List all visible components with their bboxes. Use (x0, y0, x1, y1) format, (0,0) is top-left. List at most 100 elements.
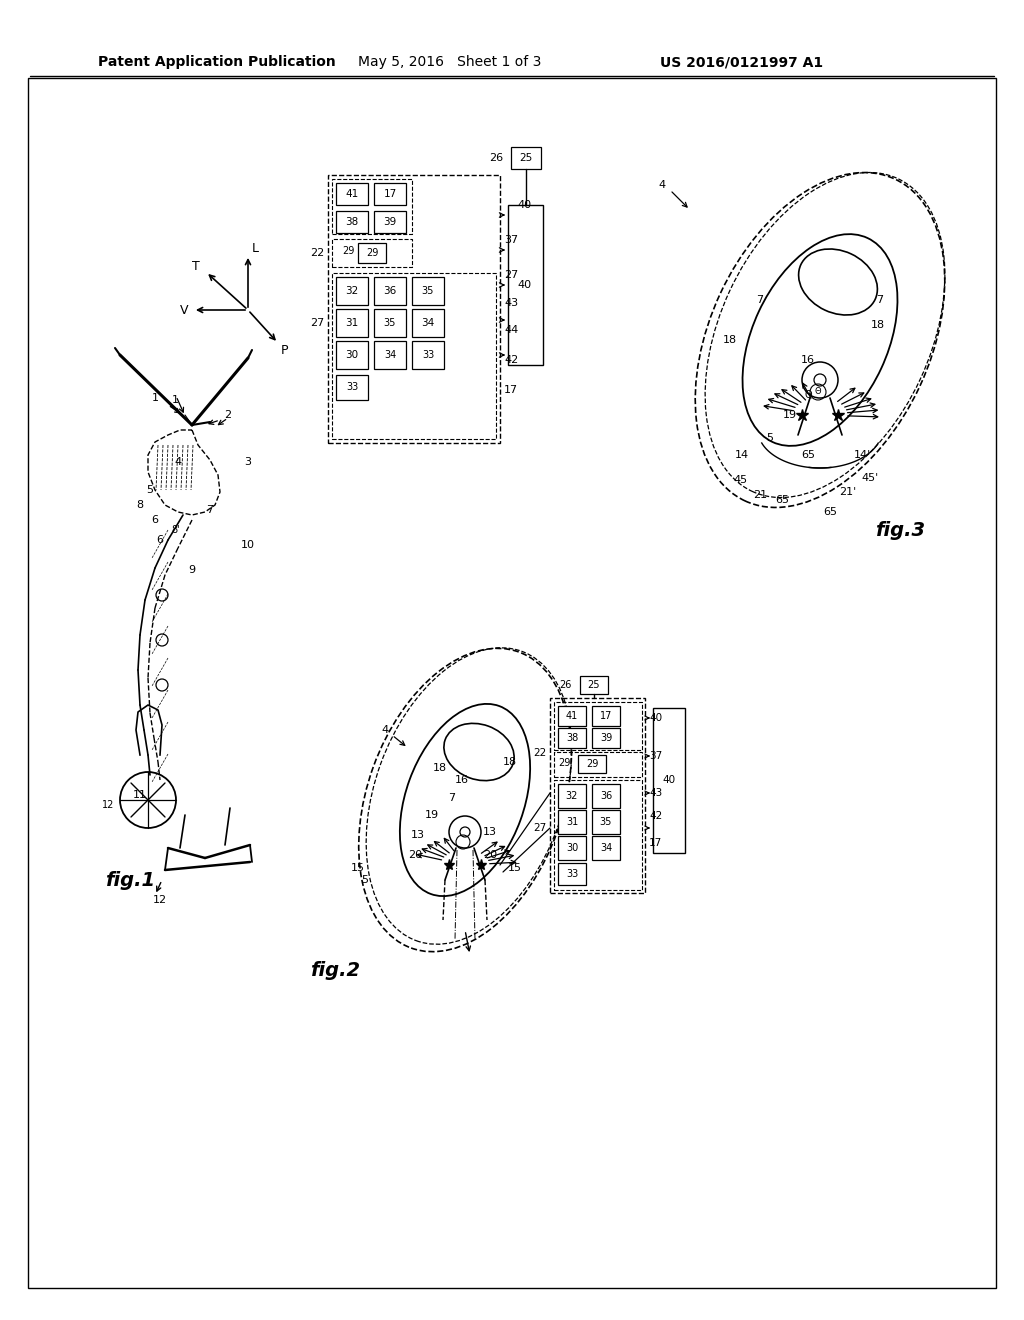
Text: 31: 31 (345, 318, 358, 327)
Bar (558, 863, 586, 884)
Text: 12: 12 (101, 800, 115, 810)
Bar (558, 706, 586, 726)
Text: 39: 39 (600, 733, 612, 743)
Text: 36: 36 (600, 791, 612, 801)
Text: 15: 15 (508, 863, 522, 873)
Text: 40: 40 (663, 775, 676, 785)
Text: fig.1: fig.1 (105, 870, 155, 890)
Text: 41: 41 (345, 189, 358, 199)
Text: 21': 21' (840, 487, 857, 498)
Text: 2: 2 (224, 411, 231, 420)
Text: 17: 17 (600, 711, 612, 721)
Text: 32: 32 (345, 286, 358, 296)
Bar (374, 183, 406, 205)
Bar (336, 341, 368, 370)
Text: 43: 43 (504, 298, 518, 308)
Bar (332, 273, 496, 440)
Text: 40: 40 (518, 280, 532, 290)
Bar (328, 176, 500, 444)
Text: 26: 26 (560, 680, 572, 690)
Bar (374, 277, 406, 305)
Bar (592, 810, 620, 834)
Text: 10: 10 (241, 540, 255, 550)
Bar (592, 836, 620, 861)
Text: fig.2: fig.2 (310, 961, 360, 979)
Bar (336, 375, 368, 400)
Text: 33: 33 (346, 383, 358, 392)
Bar (558, 810, 586, 834)
Text: 37: 37 (649, 751, 663, 762)
Text: 41: 41 (566, 711, 579, 721)
Bar (412, 309, 444, 337)
Text: P: P (281, 343, 288, 356)
Bar (592, 706, 620, 726)
Bar (578, 755, 606, 774)
Text: 29: 29 (558, 758, 570, 768)
Text: 13: 13 (483, 828, 497, 837)
Bar (336, 309, 368, 337)
Bar (374, 309, 406, 337)
Bar (332, 239, 412, 267)
Text: 14': 14' (853, 450, 870, 459)
Text: 17: 17 (383, 189, 396, 199)
Text: 34: 34 (384, 350, 396, 360)
Text: 5: 5 (767, 433, 773, 444)
Text: 35: 35 (384, 318, 396, 327)
Text: 32: 32 (566, 791, 579, 801)
Text: 27: 27 (504, 271, 518, 280)
Text: 1: 1 (171, 395, 178, 405)
Bar (554, 702, 642, 750)
Text: 29: 29 (366, 248, 378, 257)
Text: 26: 26 (488, 153, 503, 162)
Bar (592, 784, 620, 808)
Text: 8': 8' (172, 525, 180, 535)
Bar (554, 780, 642, 890)
Text: T: T (193, 260, 200, 272)
Bar (550, 698, 645, 894)
Bar (412, 277, 444, 305)
Text: 7: 7 (877, 294, 884, 305)
Text: 19: 19 (425, 810, 439, 820)
Bar (412, 341, 444, 370)
Text: 5: 5 (146, 484, 154, 495)
Bar (653, 708, 685, 853)
Text: Patent Application Publication: Patent Application Publication (98, 55, 336, 69)
Text: 45: 45 (733, 475, 748, 484)
Text: 30: 30 (566, 843, 579, 853)
Text: 33: 33 (422, 350, 434, 360)
Text: 35: 35 (600, 817, 612, 828)
Text: 36: 36 (383, 286, 396, 296)
Text: 4: 4 (174, 457, 181, 467)
Text: 7: 7 (207, 506, 214, 515)
Text: 39: 39 (383, 216, 396, 227)
Text: 33: 33 (566, 869, 579, 879)
Text: 5: 5 (361, 875, 369, 884)
Text: 13: 13 (411, 830, 425, 840)
Bar (374, 341, 406, 370)
Text: Θ: Θ (815, 388, 821, 396)
Text: 45': 45' (861, 473, 879, 483)
Text: 38: 38 (566, 733, 579, 743)
Text: 29: 29 (342, 246, 354, 256)
Bar (558, 784, 586, 808)
Text: 42: 42 (649, 810, 663, 821)
Text: 7: 7 (449, 793, 456, 803)
Text: 6: 6 (157, 535, 164, 545)
Text: 20: 20 (483, 850, 497, 861)
Text: US 2016/0121997 A1: US 2016/0121997 A1 (660, 55, 823, 69)
Bar (332, 180, 412, 234)
Text: V: V (180, 305, 188, 318)
Text: 44: 44 (504, 325, 518, 335)
Text: 1: 1 (152, 393, 159, 403)
Text: 29: 29 (586, 759, 598, 770)
Bar (554, 752, 642, 777)
Text: 16: 16 (455, 775, 469, 785)
Text: 27: 27 (532, 822, 546, 833)
Text: 4: 4 (658, 180, 666, 190)
Text: 35: 35 (422, 286, 434, 296)
Bar (558, 729, 586, 748)
Bar (508, 205, 543, 366)
Bar (580, 676, 608, 694)
Text: May 5, 2016   Sheet 1 of 3: May 5, 2016 Sheet 1 of 3 (358, 55, 542, 69)
Text: 12: 12 (153, 895, 167, 906)
